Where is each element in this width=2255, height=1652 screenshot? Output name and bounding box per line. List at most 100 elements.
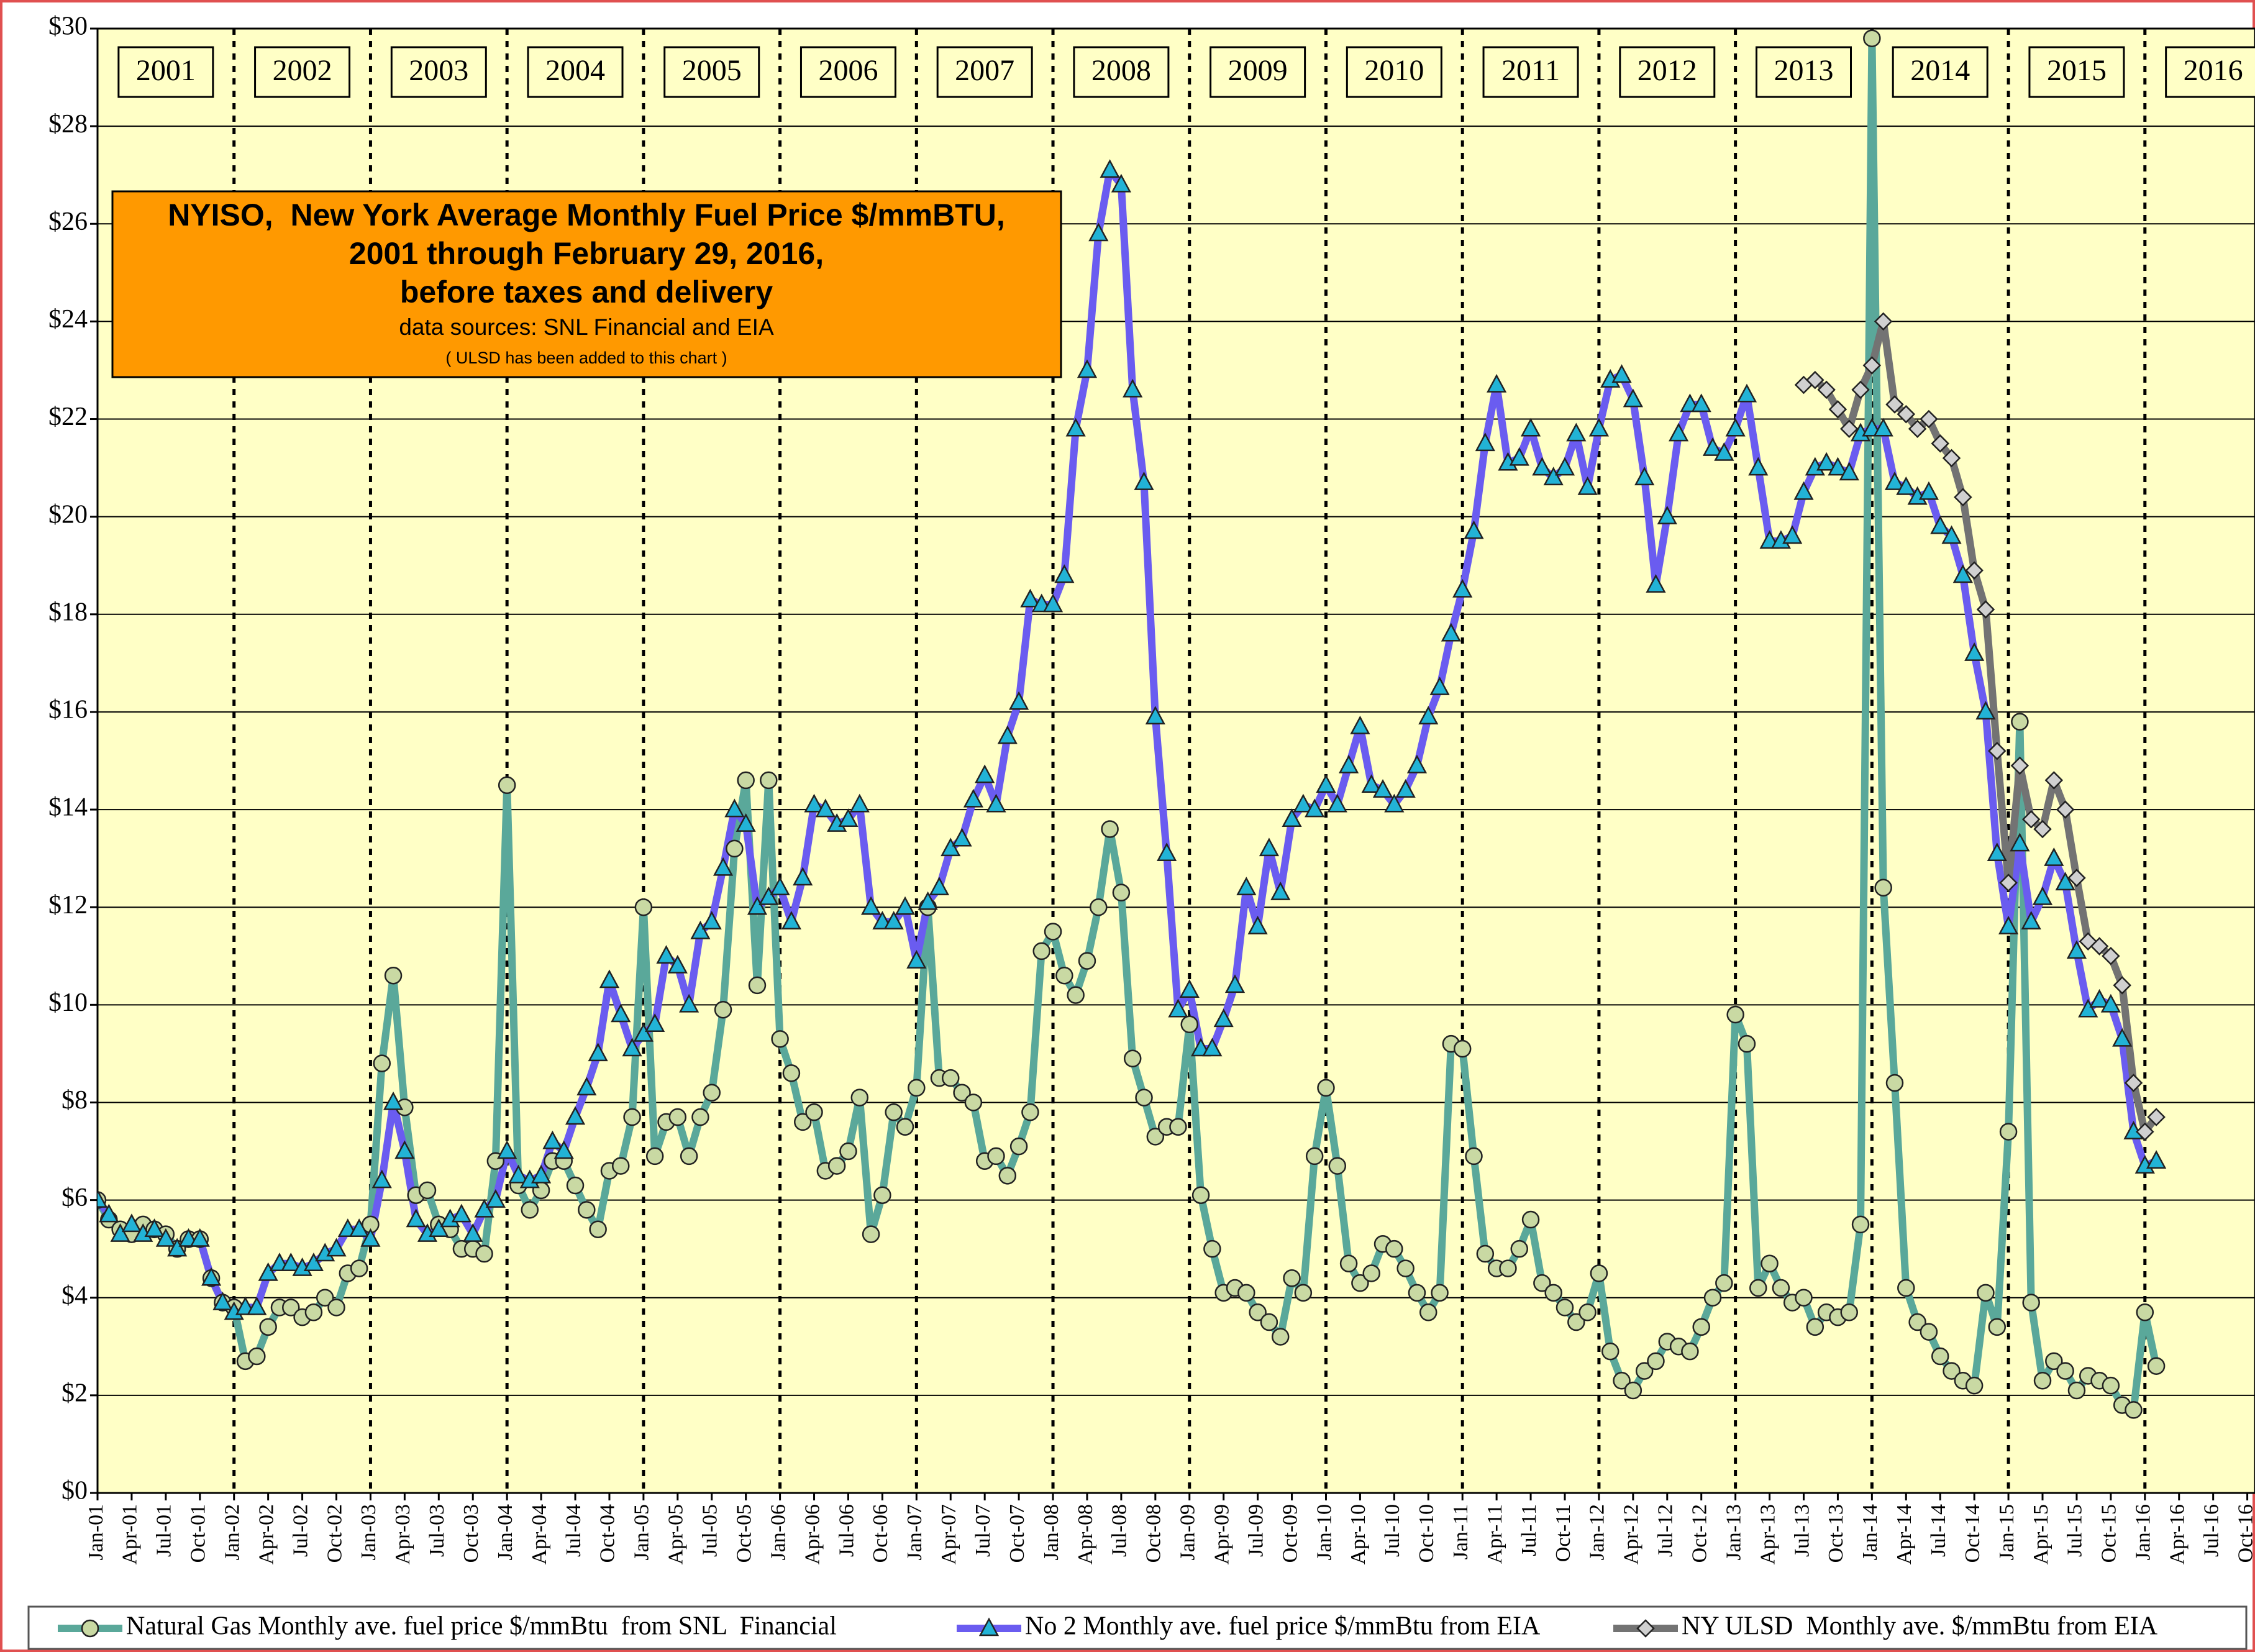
marker (1157, 842, 1177, 862)
legend-label: Natural Gas Monthly ave. fuel price $/mm… (126, 1612, 837, 1641)
marker (2044, 771, 2064, 790)
x-tick-label: Jul-04 (562, 1504, 585, 1557)
marker (497, 1140, 517, 1159)
x-tick-label: Apr-10 (1347, 1504, 1370, 1565)
marker (964, 1093, 983, 1111)
marker (714, 1000, 732, 1019)
marker (1885, 395, 1904, 414)
marker (316, 1289, 334, 1307)
marker (1748, 457, 1769, 476)
marker (349, 1218, 370, 1237)
marker (680, 1147, 698, 1166)
marker (1863, 29, 1881, 47)
marker (1327, 793, 1347, 813)
x-tick-label: Apr-16 (2166, 1504, 2189, 1565)
y-tick-label: $26 (48, 208, 88, 236)
marker (1179, 979, 1200, 998)
marker (304, 1303, 323, 1321)
marker (1009, 1137, 1028, 1156)
year-label: 2008 (1091, 54, 1151, 87)
marker (1065, 418, 1086, 437)
marker (1452, 578, 1473, 598)
marker (703, 1084, 721, 1102)
year-box (1346, 46, 1442, 98)
marker (1577, 476, 1598, 495)
marker (963, 788, 983, 808)
x-tick-label: Jul-01 (153, 1504, 176, 1557)
marker (929, 877, 950, 896)
marker (1191, 1186, 1210, 1204)
marker (1090, 898, 1108, 916)
y-tick-label: $0 (62, 1477, 88, 1505)
marker (1236, 877, 1257, 896)
marker (373, 1054, 391, 1072)
marker (498, 776, 516, 795)
marker (611, 1003, 631, 1023)
marker (1499, 1259, 1517, 1277)
marker (2045, 1352, 2063, 1371)
marker (99, 1203, 119, 1223)
marker (1351, 1274, 1369, 1292)
legend-label: NY ULSD Monthly ave. $/mmBtu from EIA (1682, 1612, 2158, 1641)
marker (942, 1069, 960, 1087)
marker (1885, 1074, 1904, 1092)
year-label: 2015 (2047, 54, 2107, 87)
marker (110, 1223, 130, 1242)
marker (189, 1228, 210, 1247)
marker (2066, 940, 2087, 959)
marker (144, 1218, 165, 1237)
marker (1044, 923, 1062, 941)
marker (1624, 1381, 1642, 1400)
marker (247, 1296, 267, 1315)
x-tick-label: Oct-12 (1688, 1504, 1711, 1563)
marker (1874, 312, 1893, 331)
marker (1168, 998, 1188, 1018)
marker (1874, 878, 1892, 897)
marker (1532, 457, 1552, 476)
marker (1714, 442, 1734, 461)
marker (1224, 974, 1246, 993)
x-tick-label: Oct-09 (1278, 1504, 1301, 1563)
marker (1554, 457, 1575, 476)
chart-title: 2001 through February 29, 2016, (349, 236, 824, 271)
marker (1475, 432, 1495, 452)
marker (1942, 449, 1961, 468)
marker (1305, 798, 1325, 818)
x-tick-label: Jan-15 (1995, 1504, 2018, 1561)
marker (281, 1253, 301, 1271)
marker (394, 1140, 415, 1159)
marker (895, 896, 916, 915)
legend-box (27, 1605, 2248, 1650)
marker (1509, 447, 1529, 466)
marker (2067, 869, 2086, 887)
y-tick-label: $2 (62, 1379, 88, 1408)
marker (2147, 1108, 2166, 1126)
marker (1702, 437, 1723, 456)
marker (656, 945, 676, 964)
marker (1134, 472, 1154, 490)
year-box (1210, 46, 1306, 98)
marker (1943, 1362, 1961, 1380)
marker (2032, 886, 2053, 905)
marker (1998, 915, 2019, 934)
x-tick-label: Jan-03 (357, 1504, 380, 1561)
y-tick-label: $18 (48, 598, 88, 626)
marker (1613, 1372, 1631, 1390)
marker (2022, 1294, 2040, 1312)
marker (1101, 820, 1119, 838)
marker (667, 954, 688, 974)
chart-title: before taxes and delivery (400, 275, 773, 309)
year-box (1073, 46, 1170, 98)
y-tick-label: $16 (48, 696, 88, 724)
marker (2147, 1357, 2166, 1375)
marker (612, 1157, 630, 1175)
marker (1817, 380, 1836, 399)
marker (2010, 833, 2030, 852)
marker (726, 839, 744, 858)
x-tick-label: Jul-13 (1790, 1504, 1813, 1557)
marker (1520, 418, 1541, 437)
marker (987, 1147, 1005, 1166)
marker (383, 1091, 404, 1110)
marker (1453, 1039, 1472, 1058)
